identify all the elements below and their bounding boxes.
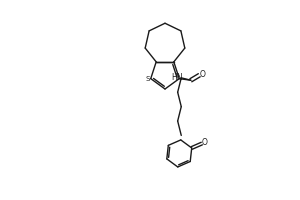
Text: HN: HN bbox=[171, 73, 183, 82]
Text: S: S bbox=[145, 76, 149, 82]
Text: O: O bbox=[202, 138, 208, 147]
Text: O: O bbox=[200, 70, 206, 79]
